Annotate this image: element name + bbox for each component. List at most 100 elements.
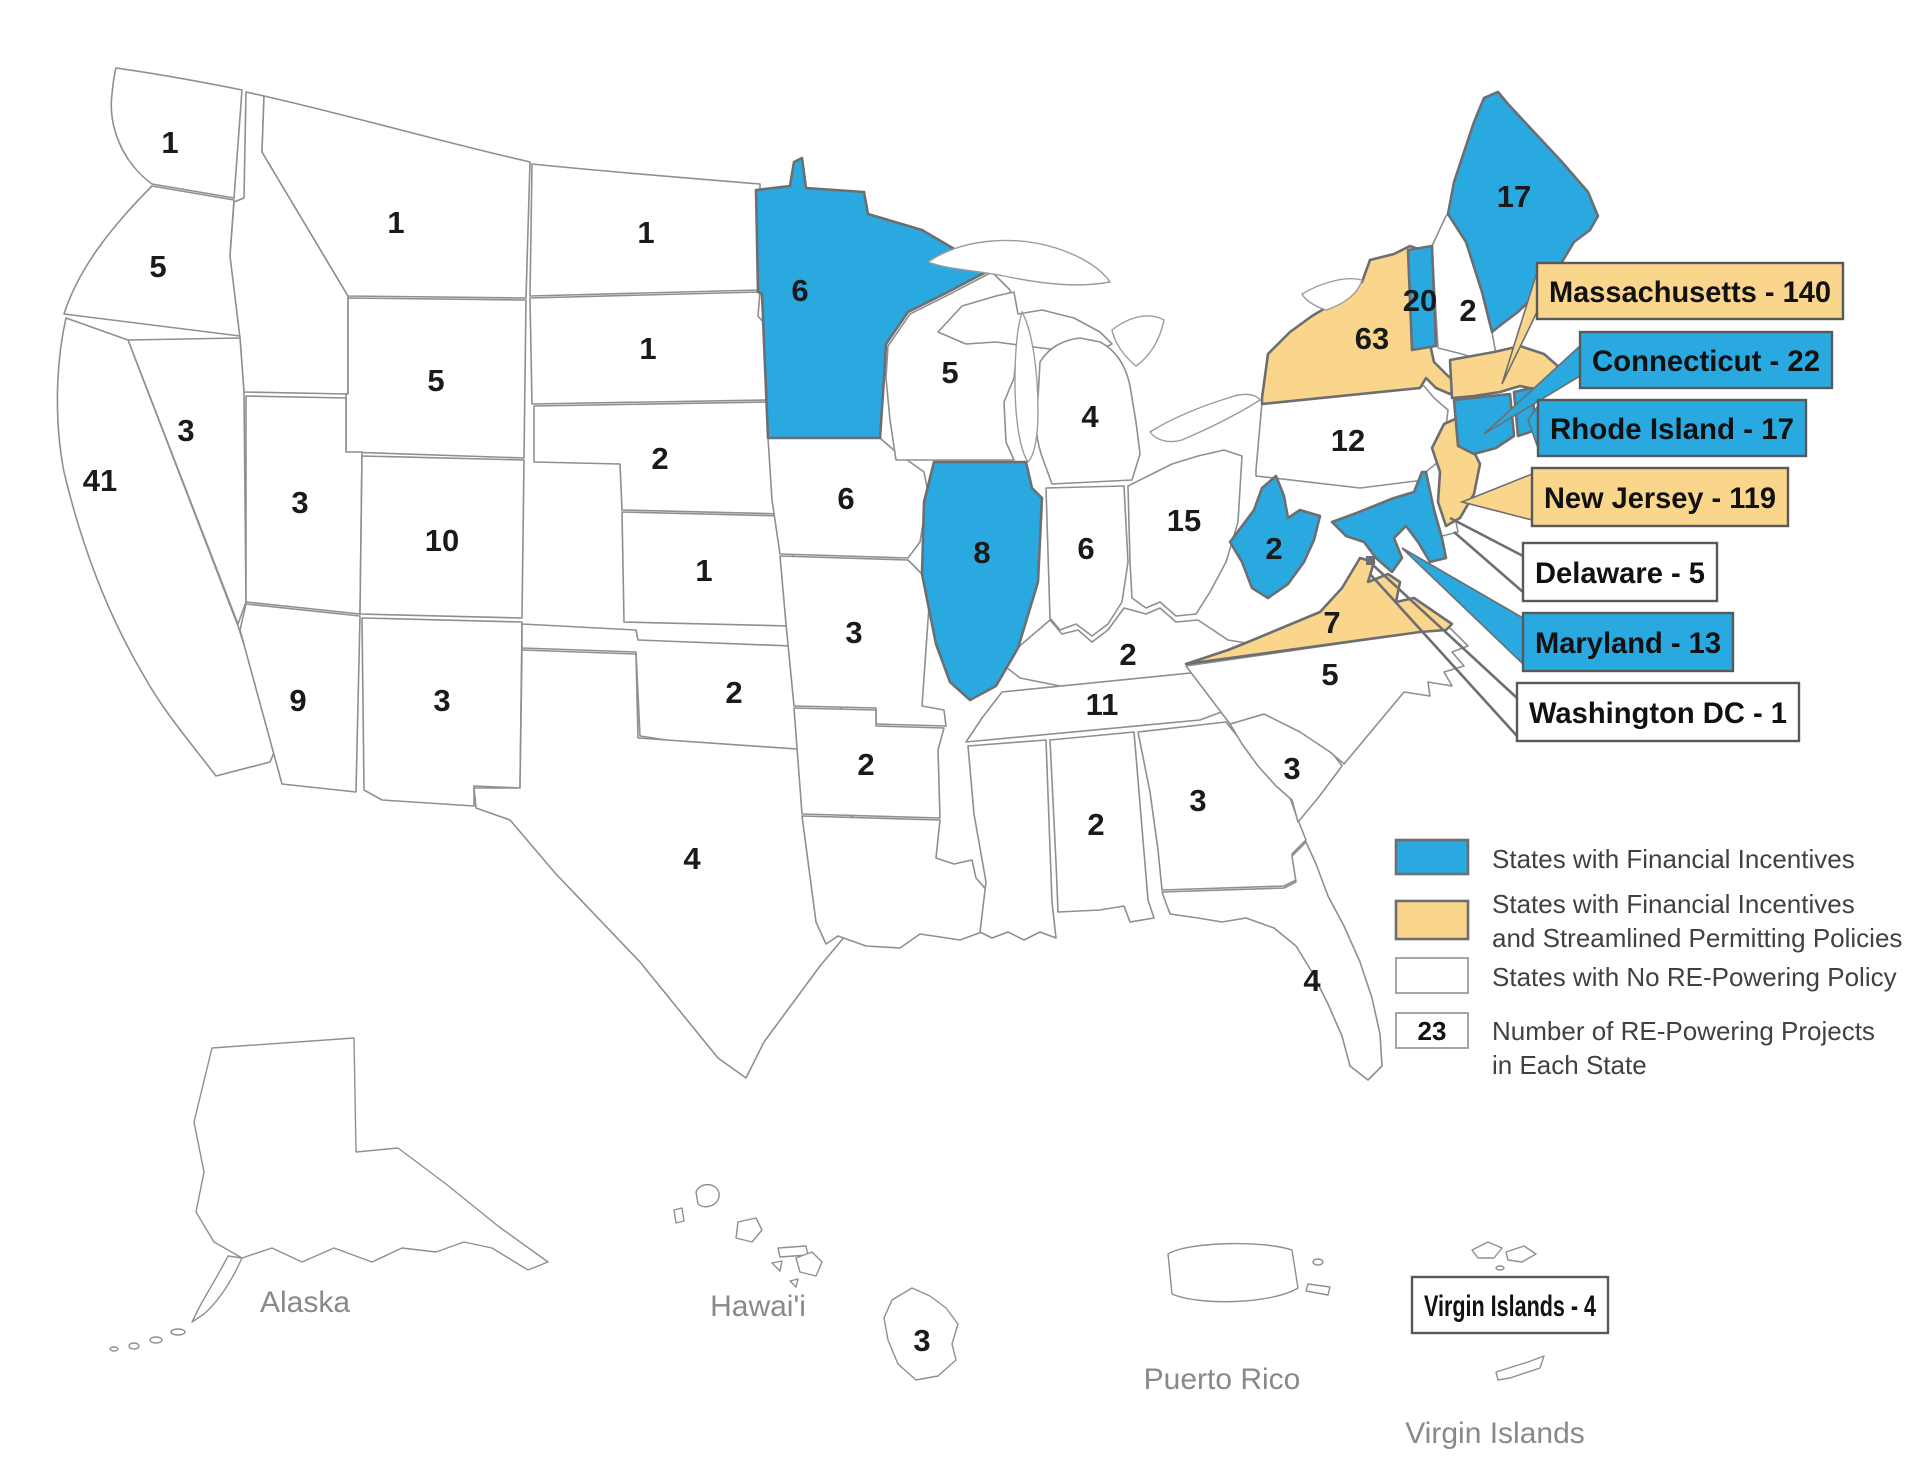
state-washington-dc-marker	[1366, 556, 1375, 565]
legend-swatch-project-count	[1395, 1012, 1469, 1049]
project-count-west-virginia: 2	[1265, 531, 1282, 566]
project-count-maine: 17	[1497, 179, 1531, 214]
alaska-label: Alaska	[260, 1286, 350, 1319]
project-count-arkansas: 2	[857, 747, 874, 782]
state-alaska	[193, 1037, 549, 1271]
hawaii-lanai	[771, 1260, 783, 1272]
callout-box-RI	[1536, 398, 1808, 458]
region-labels-layer: Alaska Hawai'i Puerto Rico Virgin Island…	[260, 1286, 1585, 1450]
legend-label-no-policy: States with No RE-Powering Policy	[1492, 962, 1897, 992]
project-count-kentucky: 2	[1119, 637, 1136, 672]
project-count-nebraska: 2	[651, 441, 668, 476]
project-count-tennessee: 11	[1086, 687, 1119, 722]
state-utah	[245, 395, 363, 615]
callout-label-CT: Connecticut - 22	[1592, 345, 1820, 378]
state-california	[56, 317, 277, 777]
hawaii-oahu	[735, 1217, 763, 1243]
project-count-nevada: 3	[177, 413, 194, 448]
state-ohio	[1127, 449, 1243, 617]
virgin-islands-islet	[1495, 1265, 1505, 1271]
state-north-carolina	[1185, 625, 1469, 765]
callout-label-NJ: New Jersey - 119	[1544, 482, 1776, 515]
project-count-arizona: 9	[289, 683, 306, 718]
callout-box-MA	[1535, 261, 1845, 321]
project-count-illinois: 8	[973, 535, 990, 570]
callout-label-MA: Massachusetts - 140	[1549, 276, 1831, 309]
callout-leader-DC	[1373, 565, 1518, 699]
hawaii-niihau	[673, 1207, 685, 1224]
state-arkansas	[793, 707, 945, 819]
virgin-islands-st-thomas	[1471, 1241, 1503, 1259]
legend-label-financial-incentives: States with Financial Incentives	[1492, 844, 1855, 874]
lake-erie	[1148, 393, 1261, 443]
callout-box-NJ	[1530, 466, 1790, 528]
project-count-south-dakota: 1	[639, 331, 656, 366]
project-count-new-hampshire: 2	[1459, 293, 1476, 328]
aleutian-island	[149, 1336, 163, 1344]
project-count-florida: 4	[1303, 963, 1321, 998]
callout-box-VI	[1410, 1275, 1610, 1335]
project-count-missouri: 3	[845, 615, 862, 650]
virgin-islands-st-croix	[1495, 1355, 1545, 1381]
puerto-rico	[1167, 1242, 1299, 1303]
project-count-ohio: 15	[1167, 503, 1201, 538]
project-count-pennsylvania: 12	[1331, 423, 1365, 458]
puerto-rico-vieques	[1305, 1283, 1331, 1296]
project-count-colorado: 10	[425, 523, 459, 558]
callout-label-DC: Washington DC - 1	[1529, 697, 1787, 730]
callout-leader-DC	[1369, 573, 1518, 737]
callout-label-DE: Delaware - 5	[1535, 557, 1705, 590]
callout-label-VI: Virgin Islands - 4	[1424, 1290, 1596, 1323]
project-count-michigan: 4	[1081, 399, 1099, 434]
project-count-indiana: 6	[1077, 531, 1094, 566]
callout-leaders-layer	[1369, 271, 1581, 737]
project-count-new-mexico: 3	[433, 683, 450, 718]
callout-box-MD	[1521, 611, 1735, 673]
state-indiana	[1045, 485, 1129, 637]
project-count-montana: 1	[387, 205, 404, 240]
legend-swatch-no-policy	[1395, 957, 1469, 994]
state-arizona	[239, 603, 361, 793]
callout-boxes-layer: Massachusetts - 140 Connecticut - 22 Rhode…	[1410, 261, 1845, 1335]
hawaii-kauai	[695, 1183, 720, 1208]
project-count-texas: 4	[683, 841, 701, 876]
great-lakes-layer	[926, 239, 1363, 464]
state-washington	[110, 67, 243, 199]
virgin-islands-label: Virgin Islands	[1405, 1417, 1585, 1450]
state-louisiana	[801, 815, 999, 949]
project-count-north-carolina: 5	[1321, 657, 1338, 692]
project-count-oklahoma: 2	[725, 675, 742, 710]
hawaii-big-island	[883, 1287, 959, 1381]
callout-box-DE	[1521, 541, 1719, 603]
callout-label-RI: Rhode Island - 17	[1550, 413, 1794, 446]
state-illinois	[920, 460, 1044, 702]
project-count-new-york: 63	[1355, 321, 1389, 356]
states-layer	[56, 67, 1600, 1081]
state-maryland	[1330, 470, 1448, 574]
project-count-vermont: 20	[1403, 283, 1437, 318]
lake-ontario	[1301, 278, 1363, 311]
project-count-georgia: 3	[1189, 783, 1206, 818]
project-count-wisconsin: 5	[941, 355, 958, 390]
project-count-wyoming: 5	[427, 363, 444, 398]
project-count-washington: 1	[161, 125, 178, 160]
hawaii-label: Hawai'i	[710, 1290, 806, 1323]
callout-leader-DE	[1453, 531, 1524, 593]
callout-box-DC	[1515, 681, 1801, 743]
callout-label-MD: Maryland - 13	[1535, 627, 1721, 660]
virgin-islands-st-john	[1505, 1245, 1537, 1263]
project-count-california: 41	[83, 463, 117, 498]
lake-superior	[926, 239, 1112, 286]
alaska-peninsula	[191, 1255, 243, 1323]
state-virginia	[1184, 556, 1454, 666]
callout-box-CT	[1578, 330, 1834, 390]
legend-swatch-financial-incentives	[1394, 838, 1470, 876]
state-north-dakota	[529, 163, 761, 297]
state-maine	[1446, 90, 1600, 334]
state-montana	[261, 95, 531, 299]
lake-huron	[1111, 315, 1165, 367]
state-alabama	[1049, 731, 1155, 923]
